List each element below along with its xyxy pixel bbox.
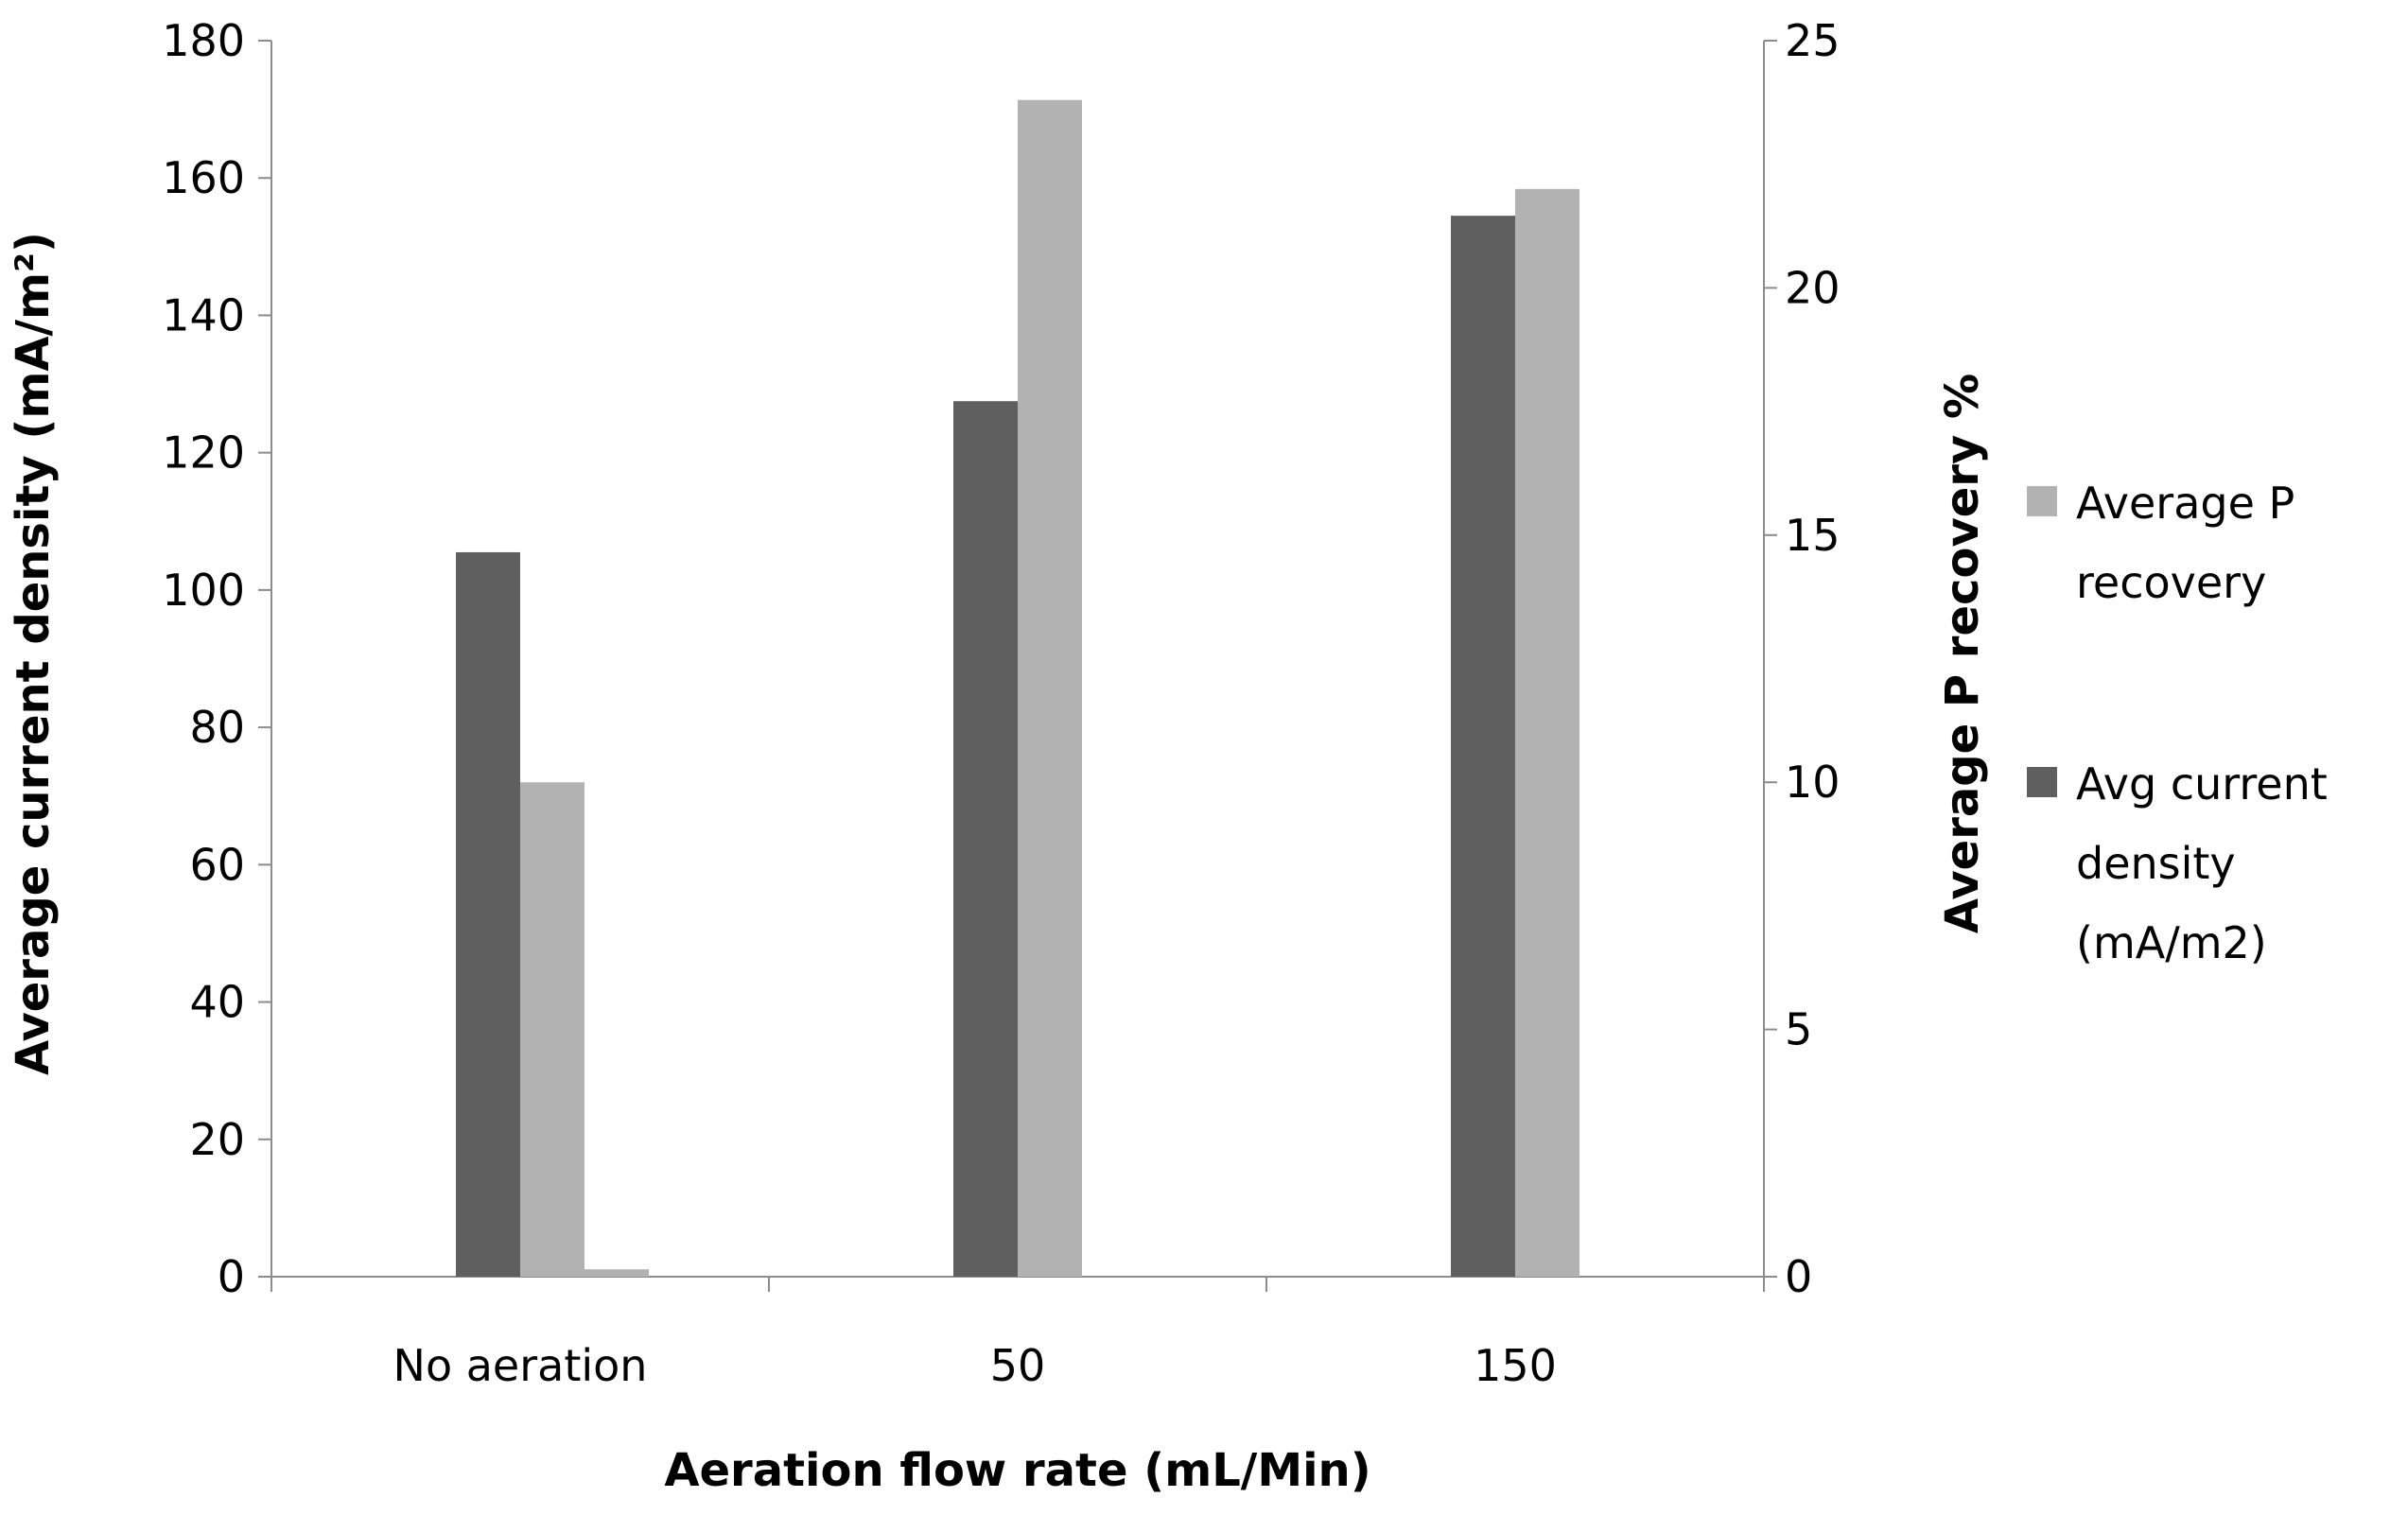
legend-label: recovery xyxy=(2076,557,2266,608)
right-tick-label: 10 xyxy=(1785,757,1841,808)
left-axis-ticks: 0 20 40 60 80 100 120 140 160 180 xyxy=(162,15,271,1302)
legend-label: Average P xyxy=(2076,478,2295,529)
x-tick-label: 50 xyxy=(990,1340,1046,1391)
x-tick-label: No aeration xyxy=(393,1340,648,1391)
legend: Average P recovery Avg current density (mA/m… xyxy=(2027,478,2328,968)
legend-label: (mA/m2) xyxy=(2076,917,2267,968)
right-tick-label: 0 xyxy=(1785,1251,1812,1302)
right-tick-label: 20 xyxy=(1785,262,1841,313)
left-tick-label: 180 xyxy=(162,15,245,66)
legend-swatch xyxy=(2027,767,2057,797)
right-axis-title: Average P recovery % xyxy=(1936,374,1989,933)
left-tick-label: 80 xyxy=(189,702,245,753)
legend-label: density xyxy=(2076,838,2236,889)
right-tick-label: 15 xyxy=(1785,510,1841,561)
left-axis-title: Average current density (mA/m²) xyxy=(7,232,60,1075)
left-tick-label: 0 xyxy=(218,1251,245,1302)
x-tick-label: 150 xyxy=(1474,1340,1557,1391)
bar-avg-current-density xyxy=(456,551,520,1277)
left-tick-label: 60 xyxy=(189,839,245,890)
legend-label: Avg current xyxy=(2076,758,2328,810)
right-tick-label: 5 xyxy=(1785,1004,1812,1055)
left-tick-label: 40 xyxy=(189,977,245,1028)
left-tick-label: 140 xyxy=(162,289,245,340)
bar-average-p-recovery xyxy=(1515,188,1579,1278)
bar-average-p-recovery xyxy=(520,782,585,1277)
left-tick-label: 160 xyxy=(162,152,245,203)
right-tick-label: 25 xyxy=(1785,15,1841,66)
left-tick-label: 100 xyxy=(162,565,245,616)
bar-average-p-recovery xyxy=(1018,99,1082,1278)
right-axis-ticks: 0 5 10 15 20 25 xyxy=(1764,15,1841,1302)
x-axis-title: Aeration flow rate (mL/Min) xyxy=(664,1444,1370,1497)
x-axis-ticks: No aeration 50 150 xyxy=(270,1277,1765,1391)
bar-avg-current-density xyxy=(953,401,1018,1277)
bar-extra-small xyxy=(585,1269,649,1277)
left-tick-label: 20 xyxy=(189,1114,245,1165)
bars xyxy=(456,99,1579,1278)
left-tick-label: 120 xyxy=(162,427,245,479)
legend-swatch xyxy=(2027,486,2057,516)
bar-avg-current-density xyxy=(1451,216,1515,1278)
